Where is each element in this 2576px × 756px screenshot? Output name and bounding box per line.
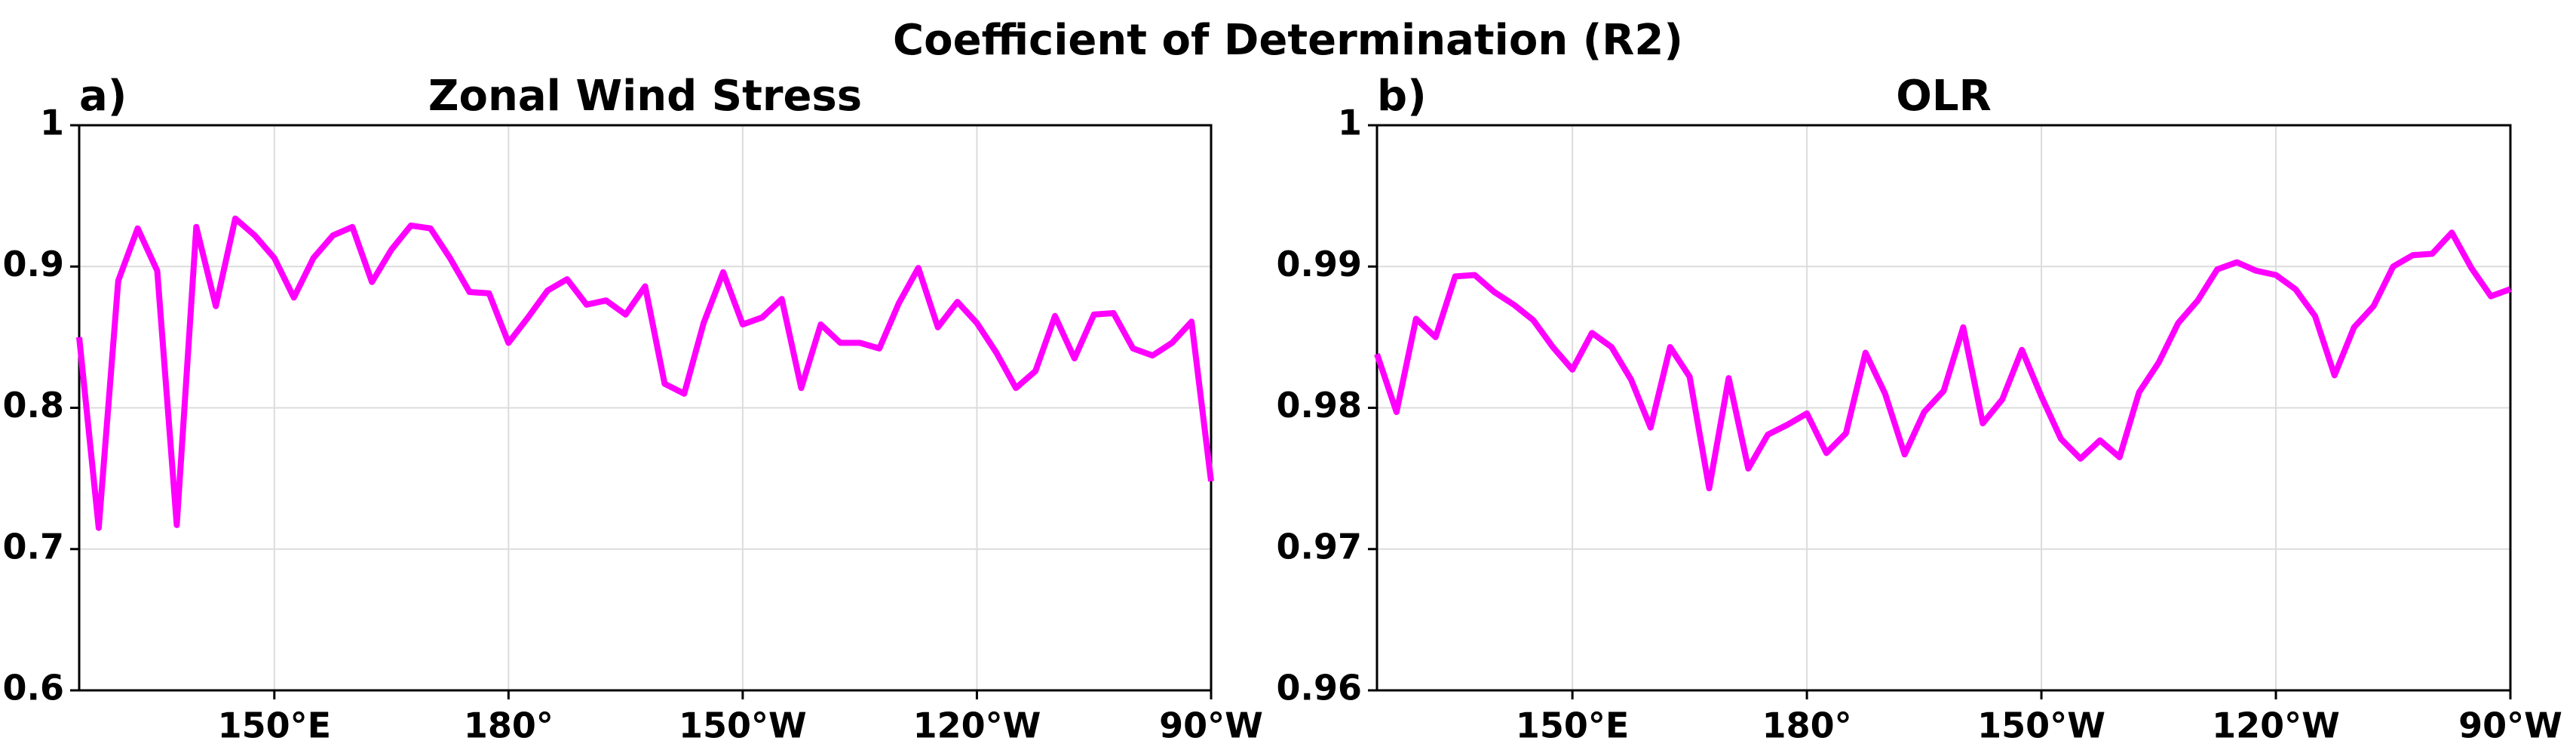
x-tick-label: 180° (1762, 705, 1852, 746)
y-tick-label: 0.99 (1277, 244, 1363, 284)
plot-frame (78, 124, 1213, 692)
y-tick-label: 0.6 (3, 668, 65, 708)
x-tick-label: 90°W (1159, 705, 1263, 746)
x-tick-label: 150°E (1516, 705, 1629, 746)
y-tick-label: 0.7 (3, 526, 65, 567)
panel-title: OLR (1896, 72, 1991, 121)
plot-frame (1375, 124, 2512, 692)
x-tick-label: 120°W (913, 705, 1041, 746)
x-tick-label: 150°E (218, 705, 331, 746)
x-tick-label: 150°W (679, 705, 807, 746)
panel-label: a) (79, 72, 127, 121)
y-tick-label: 0.97 (1277, 526, 1363, 567)
x-tick-label: 180° (464, 705, 554, 746)
y-tick-label: 0.96 (1277, 668, 1363, 708)
panel: a) Zonal Wind Stress 0.6 0.7 0.8 0.9 1 150°E 180… (3, 72, 1263, 745)
x-tick-label: 120°W (2212, 705, 2340, 746)
figure-title: Coefficient of Determination (R2) (893, 16, 1683, 65)
data-line (1374, 229, 2512, 492)
y-tick-label: 1 (1338, 103, 1362, 143)
y-tick-label: 0.8 (3, 385, 65, 426)
data-line (76, 215, 1214, 531)
y-tick-label: 0.9 (3, 244, 65, 284)
x-tick-label: 150°W (1977, 705, 2105, 746)
x-tick-label: 90°W (2458, 705, 2562, 746)
panel: b) OLR 0.96 0.97 0.98 0.99 1 150°E 180° 150°W 120°… (1277, 72, 2562, 745)
panel-label: b) (1377, 72, 1427, 121)
panel-title: Zonal Wind Stress (428, 72, 862, 121)
y-tick-label: 1 (40, 103, 64, 143)
y-tick-label: 0.98 (1277, 385, 1363, 426)
